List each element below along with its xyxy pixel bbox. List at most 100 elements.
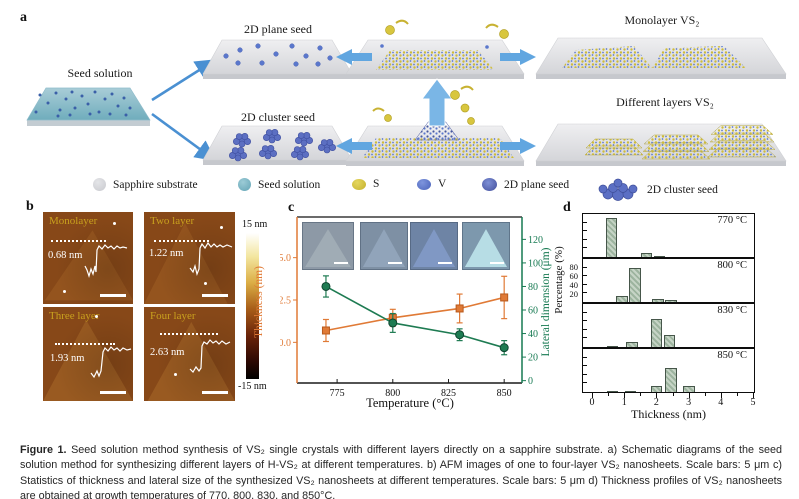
figure-caption: Figure 1. Seed solution method synthesis… <box>20 443 782 499</box>
afm-colorbar <box>246 233 259 379</box>
plane-seed-icon <box>482 178 497 191</box>
d-x-tick <box>656 393 658 398</box>
legend-item-sulfur: S <box>352 178 379 190</box>
caption-figure-number: Figure 1. <box>20 443 67 456</box>
d-x-minor-tick <box>672 393 674 396</box>
histogram-bar <box>650 385 662 392</box>
histogram-bar <box>650 319 662 347</box>
c-x-tick-label: 775 <box>330 388 345 399</box>
colorbar-max-label: 15 nm <box>242 219 268 230</box>
legend-item-plane-seed: 2D plane seed <box>482 178 569 191</box>
d-x-tick <box>592 393 594 398</box>
d-y-tick <box>583 275 587 277</box>
histogram-800: 800 °C <box>583 257 754 302</box>
thickness-histograms: 770 °C 800 °C 830 °C 850 °C <box>582 213 755 393</box>
histogram-bar <box>653 256 666 257</box>
step-profile-trace-icon <box>84 244 128 279</box>
c-right-tick-label: 40 <box>528 329 538 340</box>
optical-inset-800 <box>360 222 408 270</box>
histogram-bar <box>663 334 675 347</box>
histogram-bar <box>606 391 618 392</box>
histogram-bar <box>683 385 695 392</box>
step-profile-trace-icon <box>189 241 233 276</box>
arrow-to-cluster-seed-icon <box>151 112 217 162</box>
optical-inset-830 <box>410 222 458 270</box>
d-x-minor-tick <box>704 393 706 396</box>
data-point-square <box>455 304 464 313</box>
histogram-bar <box>626 341 638 347</box>
scale-bar-icon <box>438 261 452 264</box>
d-y-tick <box>583 230 587 232</box>
panel-b-label: b <box>26 199 34 214</box>
d-y-axis-label: Percentage (%) <box>553 246 565 314</box>
c-x-tick-label: 800 <box>385 388 400 399</box>
cluster-seed-icon <box>598 178 638 201</box>
d-x-minor-tick <box>640 393 642 396</box>
sulfur-atom-icon <box>352 178 366 190</box>
d-y-tick <box>583 382 587 384</box>
c-x-tick-label: 850 <box>497 388 512 399</box>
c-x-axis-label: Temperature (°C) <box>366 396 454 410</box>
step-profile-trace-icon <box>90 346 132 379</box>
d-y-tick <box>583 221 587 223</box>
d-y-tick-label: 20 <box>569 289 579 299</box>
legend-item-vanadium: V <box>417 178 446 190</box>
different-layers-vs2-label: Different layers VS₂ <box>616 95 714 109</box>
seed-solution-icon <box>238 178 251 191</box>
histogram-bar <box>616 296 628 302</box>
optical-inset-770 <box>302 222 354 270</box>
data-point-square <box>500 293 509 302</box>
afm-image-two-layer: Two layer 1.22 nm <box>144 212 235 304</box>
d-y-tick <box>583 365 587 367</box>
histogram-bar <box>665 299 677 302</box>
d-x-tick <box>753 393 754 398</box>
d-y-tick-label: 60 <box>569 271 579 281</box>
d-y-tick-label: 80 <box>569 262 579 272</box>
histogram-bar <box>624 390 636 392</box>
d-y-tick <box>583 337 587 339</box>
d-x-tick-label: 3 <box>686 397 692 408</box>
d-y-tick <box>583 356 587 358</box>
monolayer-vs2-slab <box>535 37 787 79</box>
series-line-Lateral dimension <box>325 285 505 349</box>
d-y-tick <box>583 238 587 240</box>
colorbar-min-label: -15 nm <box>238 381 267 392</box>
multilayer-growth-slab <box>336 78 536 166</box>
d-y-tick <box>583 311 587 313</box>
c-left-tick-label: 5.0 <box>280 253 291 264</box>
histogram-bar <box>640 252 653 257</box>
seed-solution-slab <box>26 87 151 126</box>
height-profile-line-icon <box>55 343 115 345</box>
data-point-circle <box>499 343 509 353</box>
histogram-830: 830 °C <box>583 302 754 347</box>
d-x-tick <box>720 393 722 398</box>
left-growth-arrow-icon <box>336 49 372 65</box>
monolayer-vs2-label: Monolayer VS₂ <box>624 13 700 27</box>
d-y-tick <box>583 292 587 294</box>
scale-bar-icon <box>334 261 348 264</box>
histogram-bar <box>665 368 677 392</box>
d-y-tick-label: 40 <box>569 280 579 290</box>
vanadium-atom-icon <box>417 178 431 190</box>
different-layers-vs2-slab <box>535 123 787 166</box>
data-point-circle <box>321 281 331 291</box>
scale-bar-icon <box>490 261 504 264</box>
d-y-tick <box>583 373 587 375</box>
d-x-tick-label: 2 <box>653 397 659 408</box>
right-growth-arrow-icon <box>500 138 536 154</box>
plane-seed-slab <box>202 39 353 79</box>
height-profile-line-icon <box>51 240 106 242</box>
histogram-bar <box>605 218 618 257</box>
sapphire-substrate-icon <box>93 178 106 191</box>
right-growth-arrow-icon <box>500 49 536 65</box>
d-y-tick <box>583 266 587 268</box>
height-profile-line-icon <box>154 240 209 242</box>
c-left-tick-label: 0.0 <box>280 338 291 349</box>
scale-bar-icon <box>388 261 402 264</box>
schematic-diagram <box>26 19 787 166</box>
sulfur-atoms-icon <box>384 90 475 125</box>
d-y-tick <box>583 283 587 285</box>
afm-image-three-layer: Three layer 1.93 nm <box>43 307 133 401</box>
c-right-tick-label: 120 <box>528 235 543 246</box>
d-x-tick <box>624 393 626 398</box>
